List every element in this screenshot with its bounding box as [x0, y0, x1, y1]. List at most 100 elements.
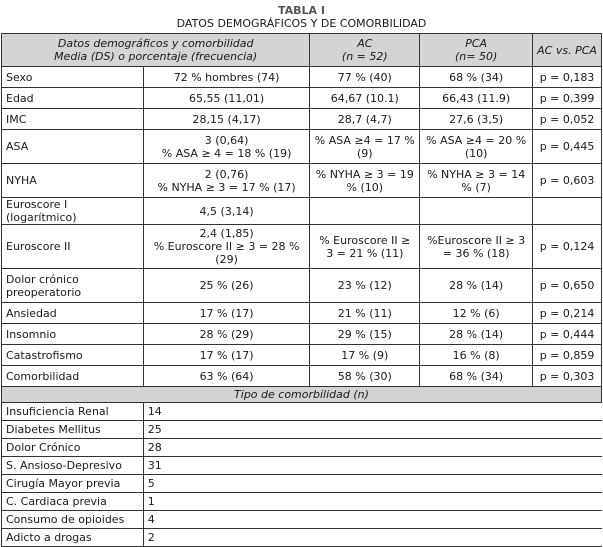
ac-value: 58 % (30) [309, 365, 421, 387]
table-row: Euroscore II 2,4 (1,85)% Euroscore II ≥ … [1, 224, 602, 269]
comorbidity-count: 2 [142, 528, 602, 547]
p-value: p = 0,650 [532, 268, 602, 303]
header-pvalue: AC vs. PCA [532, 33, 602, 67]
p-value: p = 0,303 [532, 365, 602, 387]
p-value: p = 0,445 [532, 129, 602, 164]
pca-value: 12 % (6) [419, 302, 534, 324]
pca-value: % NYHA ≥ 3 = 14 % (7) [419, 163, 534, 198]
table-row: IMC 28,15 (4,17) 28,7 (4,7) 27,6 (3,5) p… [1, 108, 602, 130]
table-row: Dolor crónico preoperatorio 25 % (26) 23… [1, 268, 602, 303]
header-row: Datos demográficos y comorbilidad Media (… [0, 33, 602, 67]
comorbidity-row: S. Ansioso-Depresivo 31 [1, 456, 602, 475]
total-value: 2 (0,76)% NYHA ≥ 3 = 17 % (17) [142, 163, 311, 198]
comorbidity-header-row: Tipo de comorbilidad (n) [1, 386, 602, 403]
comorbidity-count: 5 [142, 474, 602, 493]
table-row: ASA 3 (0,64)% ASA ≥ 4 = 18 % (19) % ASA … [1, 129, 602, 164]
pca-value: %Euroscore II ≥ 3 = 36 % (18) [419, 224, 534, 269]
p-value: p = 0,444 [532, 323, 602, 345]
table-row: Ansiedad 17 % (17) 21 % (11) 12 % (6) p … [1, 302, 602, 324]
comorbidity-label: Insuficiencia Renal [1, 402, 144, 421]
comorbidity-row: Dolor Crónico 28 [1, 438, 602, 457]
total-value: 25 % (26) [142, 268, 311, 303]
row-label: Comorbilidad [1, 365, 144, 387]
comorbidity-count: 25 [142, 420, 602, 439]
table-label: TABLA I [278, 4, 325, 17]
p-value: p = 0,214 [532, 302, 602, 324]
ac-value: 17 % (9) [309, 344, 421, 366]
demographics-table: Datos demográficos y comorbilidad Media (… [0, 33, 602, 547]
comorbidity-label: Dolor Crónico [1, 438, 144, 457]
row-label: Dolor crónico preoperatorio [1, 268, 144, 303]
table-row: Comorbilidad 63 % (64) 58 % (30) 68 % (3… [1, 365, 602, 387]
p-value: p = 0,399 [532, 87, 602, 109]
row-label: Euroscore I (logarítmico) [1, 197, 144, 225]
pca-value [419, 197, 534, 225]
pca-value: 28 % (14) [419, 268, 534, 303]
comorbidity-label: C. Cardiaca previa [1, 492, 144, 511]
pca-value: 66,43 (11.9) [419, 87, 534, 109]
row-label: NYHA [1, 163, 144, 198]
row-label: Ansiedad [1, 302, 144, 324]
table-caption: TABLA I DATOS DEMOGRÁFICOS Y DE COMORBIL… [0, 0, 603, 30]
comorbidity-row: Cirugía Mayor previa 5 [1, 474, 602, 493]
total-value: 17 % (17) [142, 344, 311, 366]
ac-value: 21 % (11) [309, 302, 421, 324]
table-row: NYHA 2 (0,76)% NYHA ≥ 3 = 17 % (17) % NY… [1, 163, 602, 198]
table-title: DATOS DEMOGRÁFICOS Y DE COMORBILIDAD [176, 17, 427, 30]
table-row: Catastrofismo 17 % (17) 17 % (9) 16 % (8… [1, 344, 602, 366]
comorbidity-row: Adicto a drogas 2 [1, 528, 602, 547]
header-pca: PCA (n= 50) [419, 33, 534, 67]
comorbidity-count: 28 [142, 438, 602, 457]
row-label: Edad [1, 87, 144, 109]
total-value: 4,5 (3,14) [142, 197, 311, 225]
comorbidity-label: Cirugía Mayor previa [1, 474, 144, 493]
comorbidity-label: Adicto a drogas [1, 528, 144, 547]
ac-value: 64,67 (10.1) [309, 87, 421, 109]
p-value: p = 0,052 [532, 108, 602, 130]
table-row: Insomnio 28 % (29) 29 % (15) 28 % (14) p… [1, 323, 602, 345]
ac-value: 29 % (15) [309, 323, 421, 345]
p-value [532, 197, 602, 225]
ac-value: 77 % (40) [309, 66, 421, 88]
comorbidity-count: 14 [142, 402, 602, 421]
ac-value: % ASA ≥4 = 17 % (9) [309, 129, 421, 164]
total-value: 2,4 (1,85)% Euroscore II ≥ 3 = 28 % (29) [142, 224, 311, 269]
row-label: Catastrofismo [1, 344, 144, 366]
pca-value: % ASA ≥4 = 20 % (10) [419, 129, 534, 164]
table-row: Euroscore I (logarítmico) 4,5 (3,14) [1, 197, 602, 225]
p-value: p = 0,603 [532, 163, 602, 198]
p-value: p = 0,183 [532, 66, 602, 88]
pca-value: 68 % (34) [419, 66, 534, 88]
comorbidity-count: 31 [142, 456, 602, 475]
total-value: 65,55 (11,01) [142, 87, 311, 109]
pca-value: 27,6 (3,5) [419, 108, 534, 130]
ac-value: 23 % (12) [309, 268, 421, 303]
comorbidity-row: Diabetes Mellitus 25 [1, 420, 602, 439]
pca-value: 16 % (8) [419, 344, 534, 366]
row-label: IMC [1, 108, 144, 130]
total-value: 28,15 (4,17) [142, 108, 311, 130]
row-label: Insomnio [1, 323, 144, 345]
ac-value: % NYHA ≥ 3 = 19 % (10) [309, 163, 421, 198]
table-row: Edad 65,55 (11,01) 64,67 (10.1) 66,43 (1… [1, 87, 602, 109]
pca-value: 68 % (34) [419, 365, 534, 387]
comorbidity-row: Insuficiencia Renal 14 [1, 402, 602, 421]
row-label: ASA [1, 129, 144, 164]
ac-value: 28,7 (4,7) [309, 108, 421, 130]
comorbidity-label: S. Ansioso-Depresivo [1, 456, 144, 475]
total-value: 3 (0,64)% ASA ≥ 4 = 18 % (19) [142, 129, 311, 164]
p-value: p = 0,124 [532, 224, 602, 269]
comorbidity-count: 1 [142, 492, 602, 511]
ac-value [309, 197, 421, 225]
ac-value: % Euroscore II ≥ 3 = 21 % (11) [309, 224, 421, 269]
total-value: 72 % hombres (74) [142, 66, 311, 88]
total-value: 28 % (29) [142, 323, 311, 345]
comorbidity-row: C. Cardiaca previa 1 [1, 492, 602, 511]
comorbidity-header: Tipo de comorbilidad (n) [1, 386, 602, 403]
pca-value: 28 % (14) [419, 323, 534, 345]
header-variable: Datos demográficos y comorbilidad Media (… [0, 33, 311, 67]
p-value: p = 0,859 [532, 344, 602, 366]
row-label: Sexo [1, 66, 144, 88]
total-value: 17 % (17) [142, 302, 311, 324]
header-ac: AC (n = 52) [309, 33, 421, 67]
